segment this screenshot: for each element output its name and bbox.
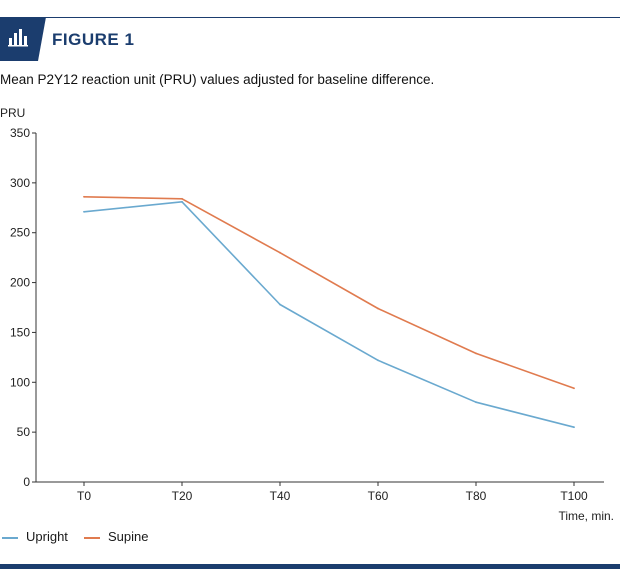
- footer-rule: [0, 564, 620, 569]
- series-line-supine: [83, 196, 575, 390]
- data-point-upright: [377, 359, 379, 362]
- y-tick-label: 100: [10, 375, 30, 389]
- x-tick-label: T0: [77, 489, 91, 503]
- y-tick-label: 350: [10, 126, 30, 140]
- header-rule: [0, 17, 620, 18]
- y-tick-label: 250: [10, 226, 30, 240]
- x-tick-label: T80: [466, 489, 487, 503]
- series-line-upright: [83, 201, 575, 428]
- data-point-supine: [377, 307, 379, 310]
- badge-notch: [38, 17, 46, 61]
- data-point-upright: [573, 426, 575, 429]
- y-tick-label: 200: [10, 276, 30, 290]
- x-tick-label: T40: [270, 489, 291, 503]
- y-tick-label: 0: [23, 475, 30, 489]
- legend-swatch: [2, 537, 18, 539]
- legend-label: Upright: [26, 529, 68, 544]
- y-axis-title: PRU: [0, 106, 25, 120]
- data-point-upright: [83, 210, 85, 213]
- x-axis-title: Time, min.: [558, 509, 614, 523]
- y-tick-label: 300: [10, 176, 30, 190]
- bar-chart-icon: [8, 29, 28, 47]
- data-point-upright: [181, 200, 183, 203]
- legend-swatch: [84, 537, 100, 539]
- figure-badge: [0, 17, 38, 61]
- data-point-upright: [279, 303, 281, 306]
- x-tick-label: T100: [560, 489, 588, 503]
- line-chart: 0 50 100 150 200 250 300 350 PRU T0 T20 T40 T60 T80 T1…: [0, 106, 614, 523]
- figure-header: FIGURE 1: [0, 0, 620, 62]
- x-tick-label: T60: [368, 489, 389, 503]
- data-point-supine: [279, 251, 281, 254]
- chart-title: Mean P2Y12 reaction unit (PRU) values ad…: [0, 72, 435, 87]
- legend-label: Supine: [108, 529, 149, 544]
- y-tick-label: 50: [17, 425, 31, 439]
- data-point-supine: [573, 387, 575, 390]
- data-point-supine: [83, 195, 85, 198]
- data-point-supine: [181, 197, 183, 200]
- data-point-supine: [475, 352, 477, 355]
- figure-label: FIGURE 1: [52, 30, 135, 49]
- x-tick-label: T20: [172, 489, 193, 503]
- data-point-upright: [475, 401, 477, 404]
- y-tick-label: 150: [10, 325, 30, 339]
